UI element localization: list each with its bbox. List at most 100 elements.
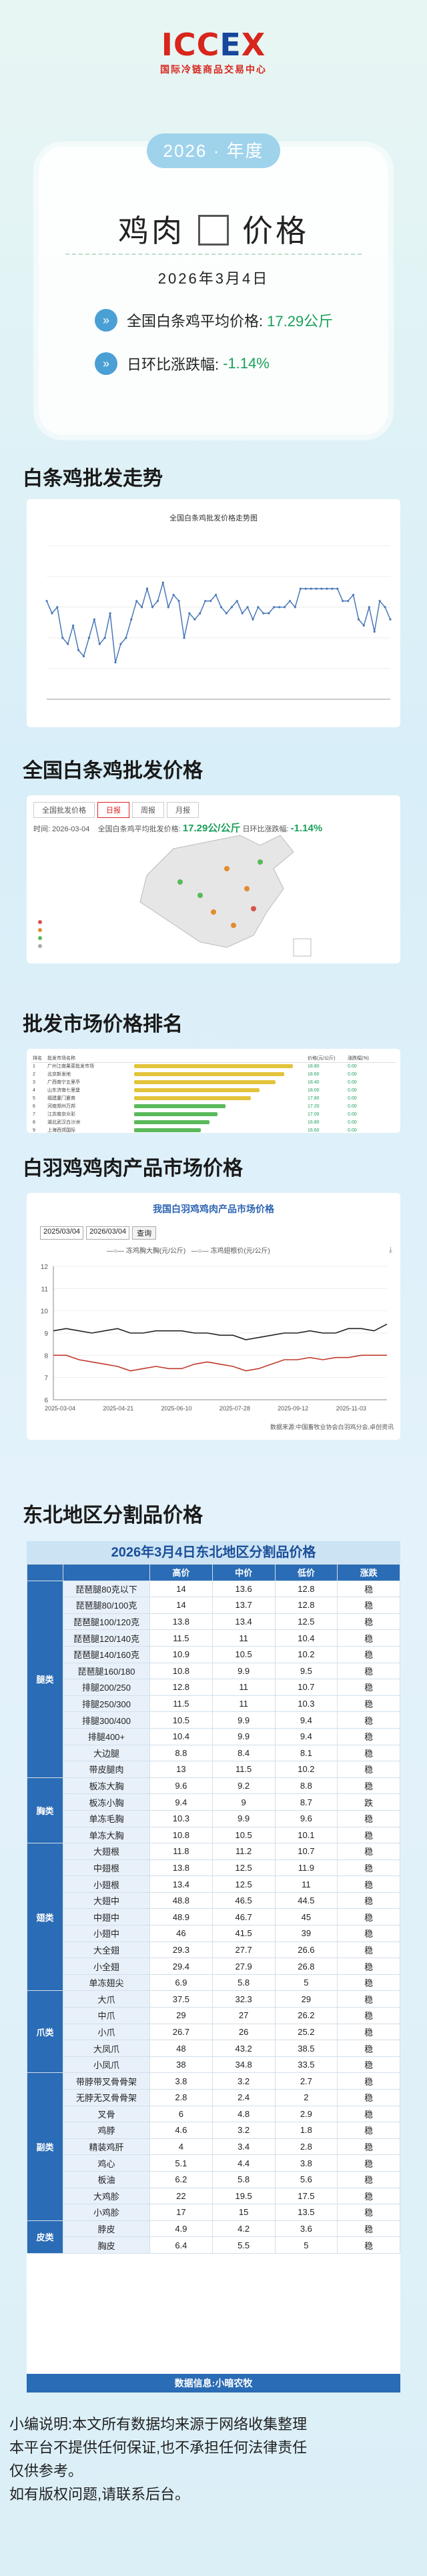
price-bar	[134, 1120, 209, 1124]
data-point	[342, 600, 344, 602]
y-tick-label: 12	[41, 1264, 49, 1271]
data-point	[45, 600, 48, 602]
data-point	[252, 618, 254, 620]
table-row: 2 北京新发地 18.60 0.00	[33, 1071, 357, 1078]
table-row: 鸡心 5.1 4.4 3.8 稳	[27, 2154, 400, 2172]
y-tick-label: 8	[44, 1352, 48, 1360]
data-point	[135, 600, 138, 602]
data-point	[209, 600, 212, 602]
data-point	[56, 606, 59, 608]
y-tick-label: 11	[41, 1286, 49, 1293]
query-button[interactable]: 查询	[132, 1226, 157, 1240]
category-cell: 副类	[27, 2072, 63, 2221]
data-point	[82, 655, 85, 658]
chart-title: 我国白羽鸡鸡肉产品市场价格	[153, 1204, 274, 1214]
table-row: 板油 6.2 5.8 5.6 稳	[27, 2170, 400, 2188]
data-point	[204, 600, 207, 602]
table-row: 单冻大胸 10.8 10.5 10.1 稳	[27, 1826, 400, 1844]
table-row: 小凤爪 38 34.8 33.5 稳	[27, 2056, 400, 2074]
northeast-price-table-card: 2026年3月4日东北地区分割品价格 高价 中价 低价 涨跌 腿类 琵琶腿80克以下 14…	[27, 1541, 400, 2393]
china-price-map	[38, 835, 312, 957]
category-cell: 胸类	[27, 1777, 63, 1844]
data-point	[225, 612, 228, 614]
data-point	[352, 594, 355, 596]
tab-national[interactable]: 全国批发价格	[33, 802, 95, 818]
data-source: 数据来源:中国畜牧业协会白羽鸡分会,卓创资讯	[270, 1424, 394, 1430]
data-point	[294, 606, 296, 608]
table-row: 爪类 大爪 37.5 32.3 29 稳	[27, 1990, 400, 2074]
logo-subtitle: 国际冷链商品交易中心	[160, 64, 267, 75]
price-bar	[134, 1088, 260, 1092]
table-row: 排腿300/400 10.5 9.9 9.4 稳	[27, 1711, 400, 1729]
table-row: 鸡脖 4.6 3.2 1.8 稳	[27, 2122, 400, 2139]
table-row: 单冻毛胸 10.3 9.9 9.6 稳	[27, 1809, 400, 1827]
table-row: 胸皮 6.4 5.5 5 稳	[27, 2236, 400, 2254]
table-row: 排腿250/300 11.5 11 10.3 稳	[27, 1695, 400, 1713]
category-cell: 皮类	[27, 2220, 63, 2254]
table-row: 1 广州江南果菜批发市场 18.80 0.00	[33, 1063, 357, 1069]
table-row: 琵琶腿100/120克 13.8 13.4 12.5 稳	[27, 1613, 400, 1631]
x-tick-label: 2025-06-10	[161, 1405, 192, 1412]
data-point	[273, 606, 276, 608]
table-row: 4 山东济南七里堡 18.00 0.00	[33, 1088, 357, 1094]
x-tick-label: 2025-04-21	[103, 1405, 133, 1412]
table-row: 6 河南郑州万邦 17.20 0.00	[33, 1104, 357, 1110]
price-bar	[134, 1080, 276, 1084]
date-from-input[interactable]: 2025/03/04	[40, 1226, 84, 1240]
table-row: 8 湖北武汉白沙洲 16.80 0.00	[33, 1120, 357, 1126]
table-row: 7 江苏南京众彩 17.00 0.00	[33, 1112, 357, 1118]
date-to-input[interactable]: 2026/03/04	[86, 1226, 130, 1240]
data-point	[156, 600, 159, 602]
data-point	[161, 581, 164, 584]
price-bar	[134, 1128, 201, 1132]
data-point	[98, 642, 101, 645]
price-map-card: 全国批发价格 日报 周报 月报 时间: 2026-03-04 全国白条鸡平均批发…	[27, 795, 400, 963]
data-point	[114, 661, 117, 664]
data-point	[246, 606, 249, 608]
table-row: 翅类 大翅根 11.8 11.2 10.7 稳	[27, 1843, 400, 1992]
table-row: 皮类 脖皮 4.9 4.2 3.6 稳	[27, 2220, 400, 2254]
table-row: 精装鸡肝 4 3.4 2.8 稳	[27, 2138, 400, 2156]
data-point	[103, 636, 106, 639]
data-point	[199, 612, 201, 614]
tab-weekly[interactable]: 周报	[132, 802, 164, 818]
whitefeather-chart-card: 我国白羽鸡鸡肉产品市场价格 2025/03/04 2026/03/04 查询 —…	[27, 1193, 400, 1440]
ranking-table: 排名 批发市场名称 价格(元/公斤) 涨跌幅(%) 1 广州江南果菜批发市场 18.80 0…	[31, 1054, 396, 1133]
report-date: 2026年3月4日	[157, 270, 270, 287]
table-row: 大边腿 8.8 8.4 8.1 稳	[27, 1744, 400, 1762]
category-cell: 腿类	[27, 1580, 63, 1778]
section-title-ranking: 批发市场价格排名	[23, 1013, 183, 1035]
table-row: 中爪 29 27 26.2 稳	[27, 2007, 400, 2024]
table-title: 2026年3月4日东北地区分割品价格	[27, 1541, 400, 1564]
data-point	[310, 587, 312, 590]
trend-chart-card: 全国白条鸡批发价格走势图	[27, 499, 400, 727]
data-point	[151, 606, 154, 608]
data-point	[384, 606, 386, 608]
tab-daily[interactable]: 日报	[97, 802, 129, 818]
chart-title: 全国白条鸡批发价格走势图	[169, 514, 258, 522]
download-icon[interactable]: ⤓	[388, 1245, 392, 1254]
date-field[interactable]: 2026-03-04	[52, 825, 90, 833]
table-row: 胸类 板冻大胸 9.6 9.2 8.8 稳	[27, 1777, 400, 1844]
table-row: 无脖无叉骨骨架 2.8 2.4 2 稳	[27, 2089, 400, 2106]
table-row: 琵琶腿80/100克 14 13.7 12.8 稳	[27, 1597, 400, 1614]
data-point	[241, 612, 244, 614]
table-row: 单冻翅尖 6.9 5.8 5 稳	[27, 1974, 400, 1992]
table-row: 大全翅 29.3 27.7 26.6 稳	[27, 1941, 400, 1959]
checkbox-square-icon	[198, 215, 229, 246]
table-row: 9 上海西郊国际 16.60 0.00	[33, 1128, 357, 1134]
price-bar	[134, 1072, 284, 1076]
data-point	[320, 587, 323, 590]
data-point	[331, 587, 334, 590]
data-point	[230, 606, 233, 608]
tab-monthly[interactable]: 月报	[167, 802, 199, 818]
table-row: 腿类 琵琶腿80克以下 14 13.6 12.8 稳	[27, 1580, 400, 1778]
data-point	[141, 606, 143, 608]
series-line-2	[53, 1354, 387, 1372]
date-range-filter: 2025/03/04 2026/03/04 查询	[40, 1226, 157, 1240]
data-point	[236, 600, 238, 602]
data-point	[378, 600, 381, 602]
table-row: 板冻小胸 9.4 9 8.7 跌	[27, 1793, 400, 1811]
table-row: 小鸡胗 17 15 13.5 稳	[27, 2204, 400, 2221]
data-point	[283, 606, 286, 608]
